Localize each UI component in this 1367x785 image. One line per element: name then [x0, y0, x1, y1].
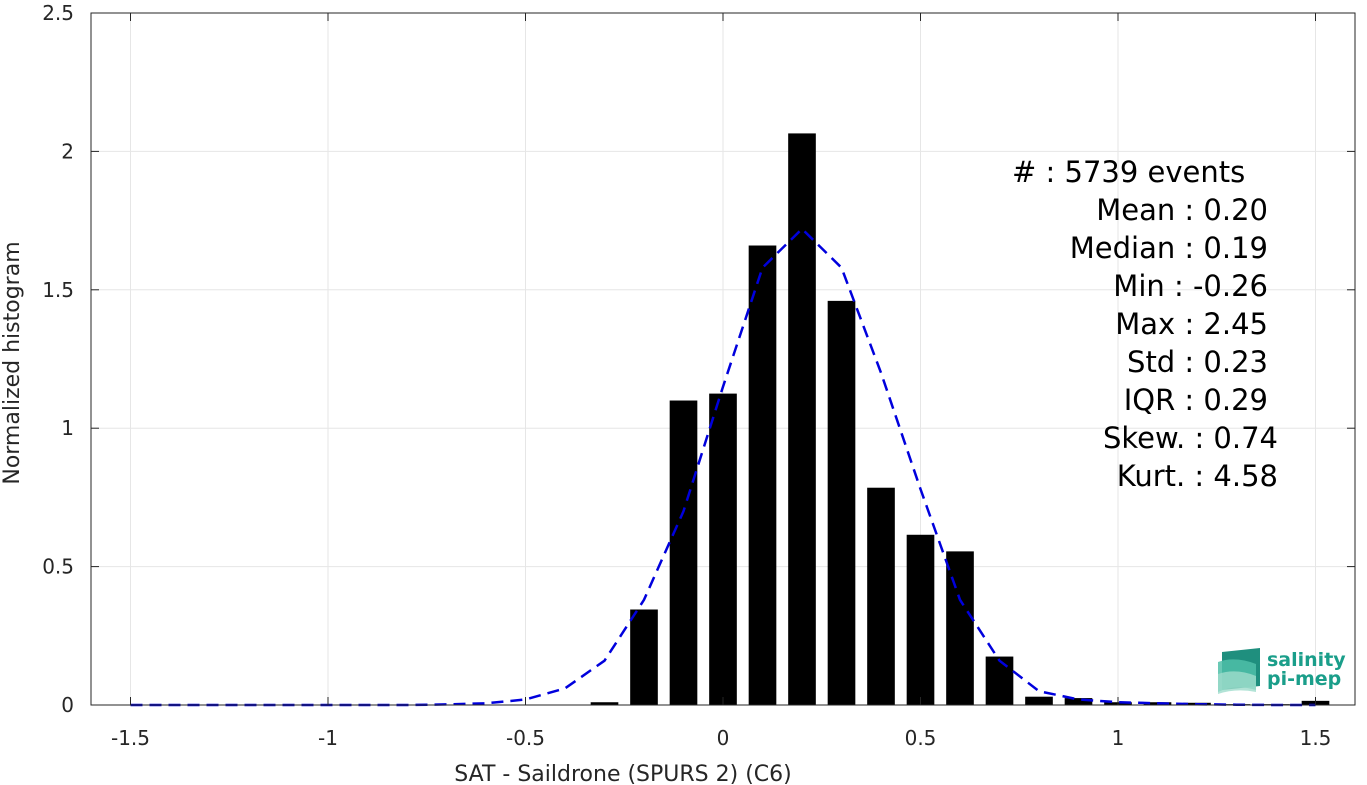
histogram-bar	[1025, 696, 1053, 705]
histogram-bar	[906, 534, 935, 705]
histogram-bar	[946, 551, 974, 705]
salinity-pi-mep-logo: salinity pi-mep	[1218, 648, 1346, 694]
histogram-bar	[748, 245, 777, 705]
stat-line: Skew. : 0.74	[1103, 421, 1278, 455]
x-tick-label: -0.5	[506, 726, 545, 750]
x-axis-label: SAT - Saildrone (SPURS 2) (C6)	[454, 762, 791, 785]
stat-line: Max : 2.45	[1115, 307, 1268, 341]
stat-line: # : 5739 events	[1012, 155, 1245, 189]
x-tick-label: 1.5	[1300, 726, 1332, 750]
x-tick-label: 0.5	[905, 726, 937, 750]
logo-text-line2: pi-mep	[1267, 668, 1341, 690]
histogram-bars	[590, 133, 1330, 705]
x-tick-label: -1	[318, 726, 338, 750]
y-tick-label: 2	[61, 139, 74, 163]
stat-line: Min : -0.26	[1113, 269, 1268, 303]
histogram-bar	[1064, 698, 1093, 705]
histogram-bar	[827, 300, 856, 705]
stat-line: Kurt. : 4.58	[1117, 459, 1278, 493]
histogram-bar	[867, 487, 895, 705]
stat-line: Std : 0.23	[1127, 345, 1268, 379]
y-tick-label: 0	[61, 693, 74, 717]
histogram-bar	[630, 609, 658, 705]
histogram-bar	[709, 393, 737, 705]
y-tick-label: 1	[61, 416, 74, 440]
histogram-bar	[590, 702, 619, 705]
x-tick-label: 1	[1112, 726, 1125, 750]
stat-line: Mean : 0.20	[1096, 193, 1268, 227]
statistics-box: # : 5739 events Mean : 0.20 Median : 0.19 M…	[1012, 155, 1278, 493]
stat-line: Median : 0.19	[1070, 231, 1268, 265]
histogram-bar	[669, 400, 698, 705]
x-tick-label: -1.5	[111, 726, 150, 750]
x-tick-label: 0	[717, 726, 730, 750]
stat-line: IQR : 0.29	[1124, 383, 1268, 417]
axis-ticks: -1.5 -1 -0.5 0 0.5 1 1.5 0 0.5 1 1.5 2 2.5	[42, 1, 1355, 750]
y-tick-label: 2.5	[42, 1, 74, 25]
histogram-bar	[788, 133, 816, 705]
y-tick-label: 0.5	[42, 555, 74, 579]
logo-text-line1: salinity	[1267, 649, 1346, 671]
logo-wave-icon	[1218, 648, 1260, 694]
y-tick-label: 1.5	[42, 278, 74, 302]
histogram-bar	[985, 656, 1014, 705]
y-axis-label: Normalized histogram	[0, 241, 25, 484]
